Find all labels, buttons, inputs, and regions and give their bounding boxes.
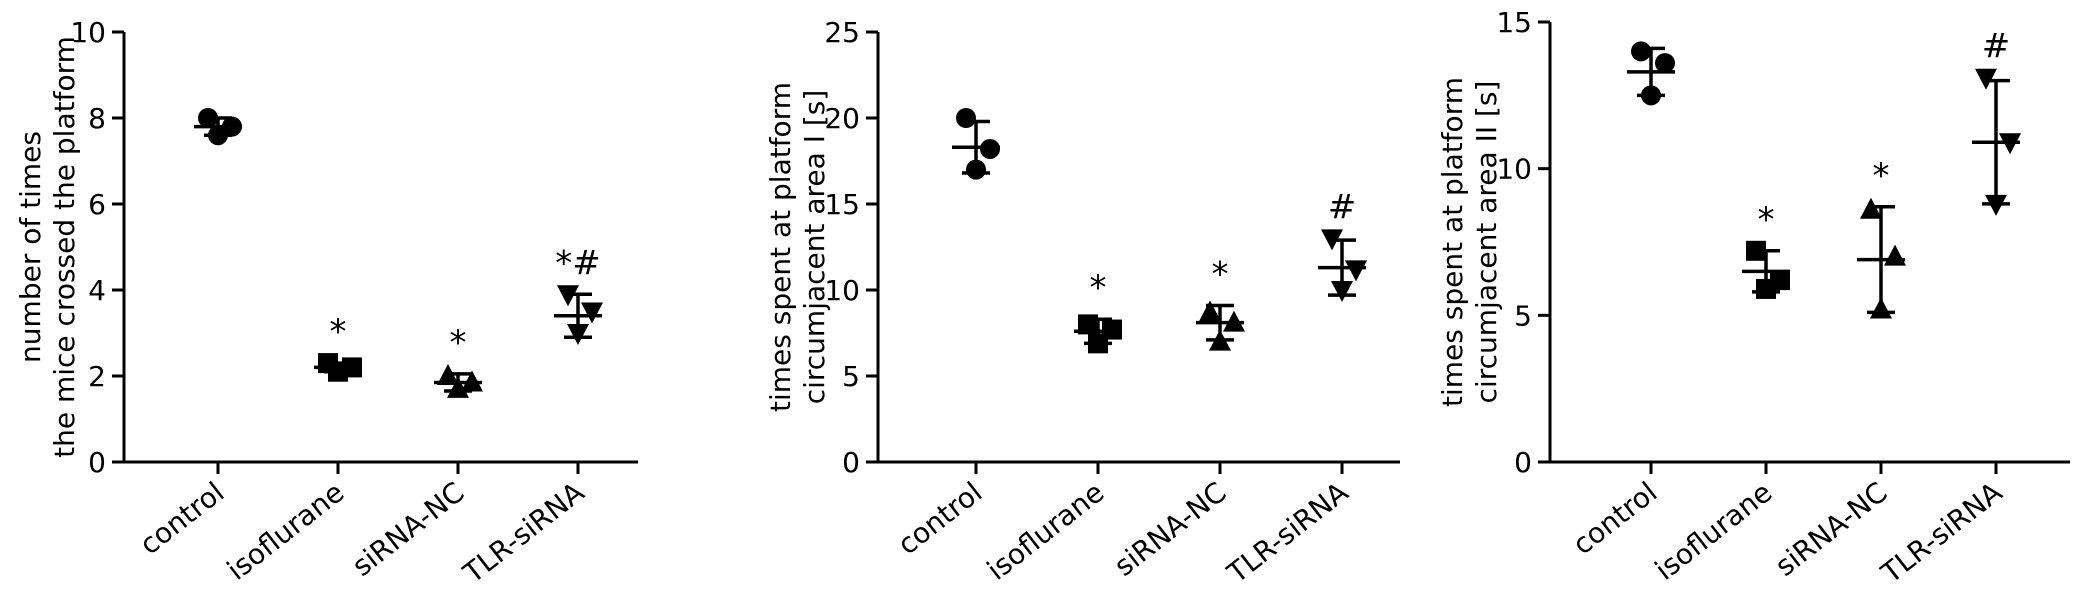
data-point — [1223, 310, 1245, 332]
data-point — [557, 285, 579, 307]
data-point — [437, 364, 459, 385]
data-group-control — [194, 108, 242, 146]
data-group-isoflurane: * — [1742, 200, 1790, 299]
y-axis-label: times spent at platformcircumjacent area… — [1436, 77, 1503, 407]
y-tick-label: 0 — [88, 446, 106, 479]
data-point — [1985, 194, 2007, 216]
significance-label: * — [330, 312, 347, 352]
data-point — [1870, 297, 1892, 319]
x-tick-label: siRNA-NC — [1769, 476, 1893, 583]
y-tick-label: 25 — [824, 16, 860, 49]
significance-label: * — [1212, 254, 1229, 294]
y-tick-label: 0 — [842, 446, 860, 479]
data-group-TLR-siRNA: *# — [554, 243, 603, 345]
y-tick-label: 10 — [1496, 153, 1532, 186]
y-tick-label: 10 — [70, 16, 106, 49]
data-point — [1331, 281, 1353, 302]
y-axis-label-line: circumjacent area I [s] — [798, 90, 831, 405]
data-point — [1860, 197, 1882, 219]
y-tick-label: 0 — [1514, 446, 1532, 479]
y-tick-label: 15 — [824, 188, 860, 221]
data-point — [581, 302, 603, 324]
data-point — [956, 108, 976, 128]
data-point — [1209, 329, 1231, 351]
chart-panel-2: 0 5 10 15 20 25 times spent at platformcircumj… — [764, 16, 1400, 590]
y-tick-label: 8 — [88, 102, 106, 135]
data-point — [447, 376, 469, 398]
significance-label: * — [1758, 200, 1775, 240]
significance-label: # — [1328, 187, 1357, 227]
y-axis-label: number of timesthe mice crossed the plat… — [14, 36, 81, 458]
x-tick-label: siRNA-NC — [346, 476, 470, 583]
x-tick-label: TLR-siRNA — [1874, 476, 2008, 591]
data-group-control — [952, 108, 1000, 180]
data-point — [1078, 314, 1098, 335]
data-group-TLR-siRNA: # — [1318, 187, 1367, 302]
significance-label: * — [1090, 268, 1107, 308]
x-tick-label: control — [1567, 476, 1664, 562]
y-tick-label: 15 — [1496, 6, 1532, 39]
x-tick-label: control — [134, 476, 231, 562]
y-axis-label: times spent at platformcircumjacent area… — [764, 82, 831, 412]
data-point — [567, 324, 589, 345]
data-group-siRNA-NC: * — [434, 323, 483, 398]
data-point — [1321, 229, 1343, 251]
y-axis-label-line: circumjacent area II [s] — [1470, 81, 1503, 404]
data-point — [198, 108, 218, 128]
data-point — [1975, 68, 1997, 90]
data-point — [1746, 240, 1766, 261]
significance-label: *# — [555, 243, 601, 283]
data-group-siRNA-NC: * — [1196, 254, 1245, 351]
x-tick-label: control — [892, 476, 989, 562]
data-point — [1655, 53, 1675, 74]
x-tick-label: isoflurane — [221, 476, 350, 587]
y-axis-label-line: number of times — [14, 131, 47, 363]
y-tick-label: 2 — [88, 360, 106, 393]
y-axis-label-line: times spent at platform — [1436, 77, 1469, 407]
data-point — [1102, 319, 1122, 340]
data-point — [1199, 300, 1221, 322]
y-axis-label-line: times spent at platform — [764, 82, 797, 412]
data-group-isoflurane: * — [314, 312, 362, 382]
data-group-siRNA-NC: * — [1857, 156, 1906, 319]
chart-panel-3: 0 5 10 15 times spent at platformcircumjacen… — [1436, 6, 2070, 590]
x-tick-label: isoflurane — [981, 476, 1110, 587]
y-tick-label: 10 — [824, 274, 860, 307]
data-point — [966, 159, 986, 180]
x-tick-label: siRNA-NC — [1108, 476, 1232, 583]
data-point — [1631, 41, 1651, 62]
y-tick-label: 6 — [88, 188, 106, 221]
significance-label: * — [450, 323, 467, 363]
data-point — [1641, 85, 1661, 106]
y-tick-label: 20 — [824, 102, 860, 135]
data-point — [1345, 260, 1367, 282]
y-tick-label: 5 — [842, 360, 860, 393]
data-point — [1884, 244, 1906, 266]
significance-label: # — [1982, 27, 2011, 67]
data-group-isoflurane: * — [1074, 268, 1122, 354]
x-tick-label: isoflurane — [1649, 476, 1778, 587]
y-tick-label: 5 — [1514, 299, 1532, 332]
y-tick-label: 4 — [88, 274, 106, 307]
data-point — [342, 357, 362, 378]
data-group-TLR-siRNA: # — [1972, 27, 2021, 216]
data-point — [222, 116, 242, 137]
data-point — [461, 370, 483, 392]
x-tick-label: TLR-siRNA — [456, 476, 590, 591]
data-group-control — [1627, 41, 1675, 106]
data-point — [1999, 133, 2021, 155]
x-tick-label: TLR-siRNA — [1220, 476, 1354, 591]
significance-label: * — [1873, 156, 1890, 196]
data-point — [980, 138, 1000, 159]
y-axis-label-line: the mice crossed the platform — [48, 36, 81, 458]
data-point — [1770, 270, 1790, 291]
